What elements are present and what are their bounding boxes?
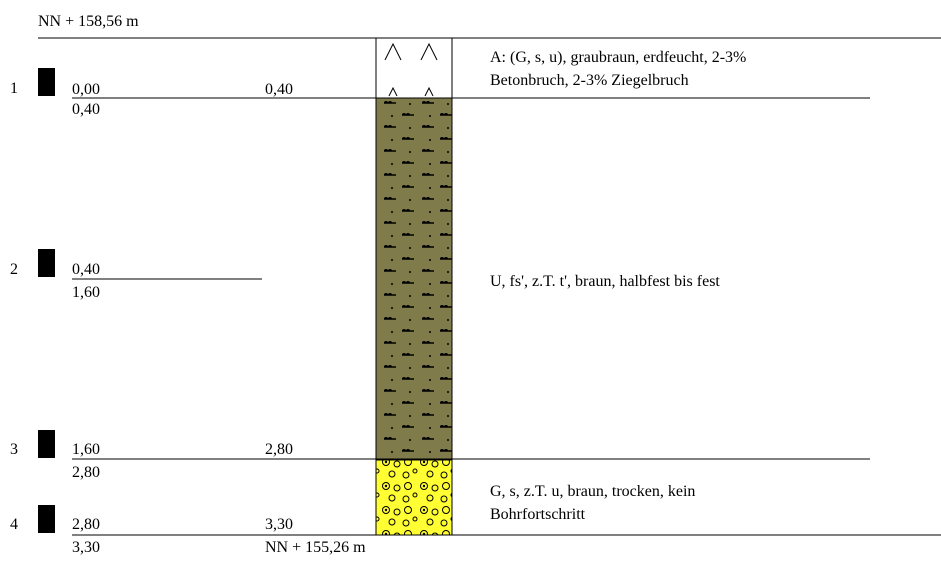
sample-marker xyxy=(38,249,55,277)
layer-description: Betonbruch, 2-3% Ziegelbruch xyxy=(490,72,689,89)
sample-1: 1 0,00 0,40 0,40 xyxy=(10,68,293,118)
depth-from: 2,80 xyxy=(72,516,100,533)
layer-description: G, s, z.T. u, braun, trocken, kein xyxy=(490,483,695,500)
layer-gravel xyxy=(375,459,453,536)
sample-3: 3 1,60 2,80 2,80 xyxy=(10,430,293,481)
sample-2: 2 0,40 1,60 xyxy=(10,249,100,301)
depth-below: 0,40 xyxy=(72,101,100,118)
depth-from: 1,60 xyxy=(72,441,100,458)
depth-to: 2,80 xyxy=(265,441,293,458)
fill-symbols xyxy=(384,42,438,97)
layer-silt xyxy=(375,97,453,461)
depth-to: 3,30 xyxy=(265,516,293,533)
depth-to: 0,40 xyxy=(265,81,293,98)
layer-description: U, fs', z.T. t', braun, halbfest bis fes… xyxy=(490,273,720,290)
depth-from: 0,00 xyxy=(72,81,100,98)
layer-description: A: (G, s, u), graubraun, erdfeucht, 2-3% xyxy=(490,49,746,66)
sample-number: 3 xyxy=(10,441,18,458)
sample-number: 2 xyxy=(10,261,18,278)
depth-below: 3,30 xyxy=(72,539,100,556)
sample-number: 4 xyxy=(10,516,18,533)
sample-4: 4 2,80 3,30 3,30 xyxy=(10,505,293,556)
sample-number: 1 xyxy=(10,80,18,97)
sample-marker xyxy=(38,505,55,533)
depth-below: 1,60 xyxy=(72,284,100,301)
bottom-level: NN + 155,26 m xyxy=(265,539,366,556)
layer-fill xyxy=(375,37,453,99)
depth-from: 0,40 xyxy=(72,261,100,278)
layer-description: Bohrfortschritt xyxy=(490,506,586,523)
depth-below: 2,80 xyxy=(72,464,100,481)
top-level: NN + 158,56 m xyxy=(38,13,139,30)
sample-marker xyxy=(38,430,55,458)
sample-marker xyxy=(38,68,55,96)
